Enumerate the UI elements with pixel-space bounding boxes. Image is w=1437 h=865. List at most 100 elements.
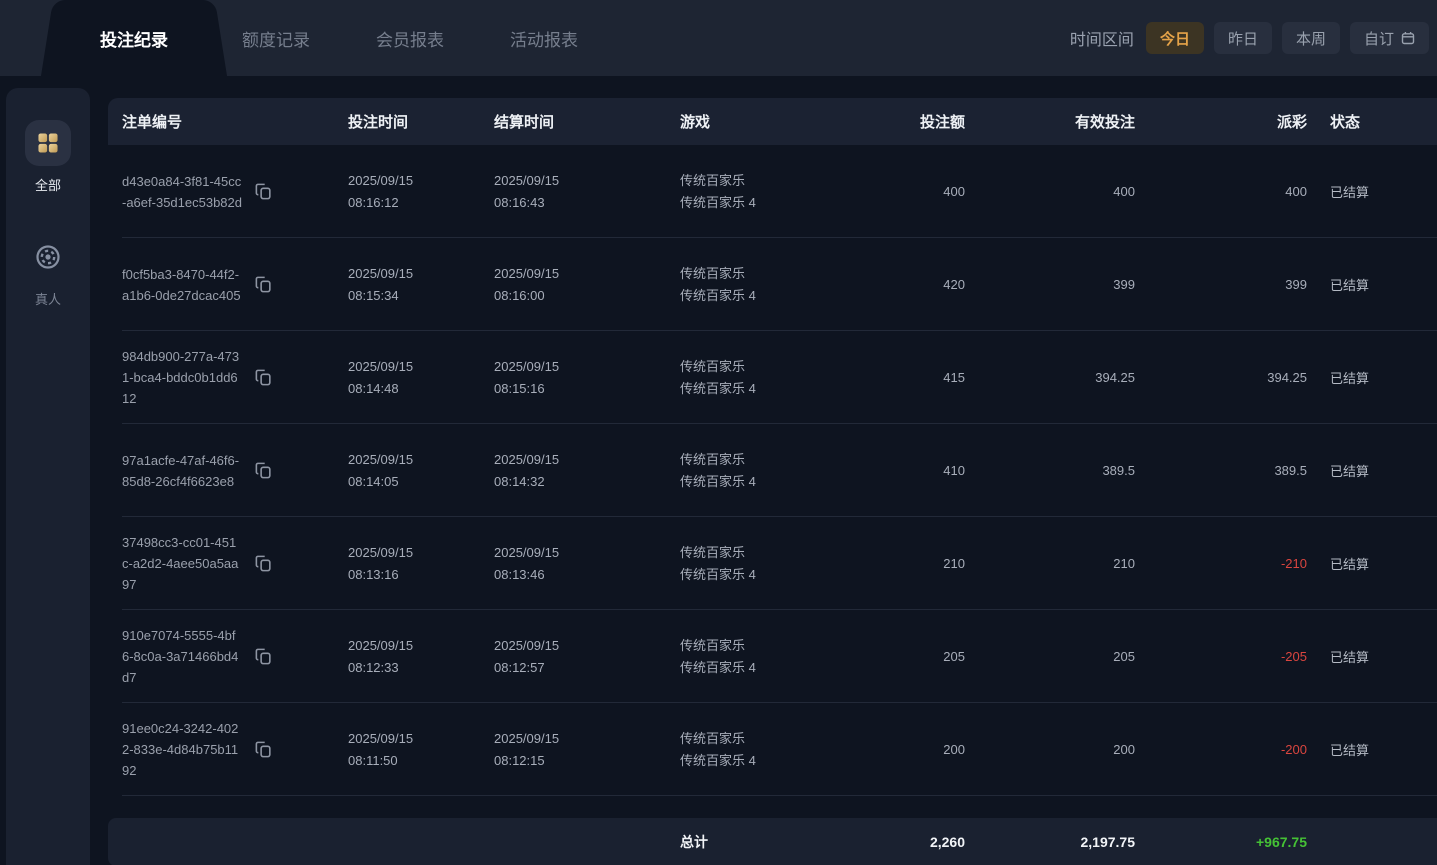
valid-bet: 389.5: [1102, 463, 1135, 478]
table-row: d43e0a84-3f81-45cc-a6ef-35d1ec53b82d 202…: [108, 145, 1437, 238]
copy-icon[interactable]: [254, 554, 273, 573]
order-id: f0cf5ba3-8470-44f2-a1b6-0de27dcac405: [122, 266, 241, 303]
payout: -205: [1280, 649, 1307, 664]
table-row: f0cf5ba3-8470-44f2-a1b6-0de27dcac405 202…: [108, 238, 1437, 331]
status-badge: 已结算: [1330, 743, 1370, 758]
order-id: 91ee0c24-3242-4022-833e-4d84b75b1192: [122, 721, 239, 778]
valid-bet: 400: [1113, 184, 1135, 199]
tab-label: 会员报表: [376, 30, 444, 50]
button-label: 自订: [1363, 30, 1394, 48]
sidebar-item-all[interactable]: 全部: [6, 120, 90, 194]
payout: -200: [1280, 742, 1307, 757]
bet-time: 2025/09/15 08:11:50: [348, 730, 414, 768]
copy-icon[interactable]: [254, 368, 273, 387]
table-row: 37498cc3-cc01-451c-a2d2-4aee50a5aa97 202…: [108, 517, 1437, 610]
time-range-thisweek-button[interactable]: 本周: [1281, 22, 1340, 54]
bet-amount: 400: [943, 184, 965, 199]
copy-icon[interactable]: [254, 182, 273, 201]
time-range-filter: 时间区间 今日 昨日 本周 自订: [1070, 0, 1429, 76]
time-range-today-button[interactable]: 今日: [1145, 22, 1204, 54]
settle-time: 2025/09/15 08:12:15: [494, 730, 560, 768]
sidebar-item-label: 真人: [34, 292, 61, 307]
copy-icon[interactable]: [254, 647, 273, 666]
category-sidebar: 全部 真人: [6, 88, 90, 865]
col-header-valid-bet: 有效投注: [1074, 114, 1135, 131]
button-label: 昨日: [1227, 30, 1258, 48]
time-range-label: 时间区间: [1069, 32, 1134, 49]
table-footer-row: 总计 2,260 2,197.75 +967.75: [108, 818, 1437, 865]
bet-amount: 200: [943, 742, 965, 757]
table-row: 910e7074-5555-4bf6-8c0a-3a71466bd4d7 202…: [108, 610, 1437, 703]
total-bet-amount: 2,260: [929, 834, 965, 850]
table-header-row: 注单编号 投注时间 结算时间 游戏 投注额 有效投注 派彩 状态: [108, 98, 1437, 145]
payout: -210: [1280, 556, 1307, 571]
tab-activity-report[interactable]: 活动报表: [477, 0, 611, 76]
order-id: 910e7074-5555-4bf6-8c0a-3a71466bd4d7: [122, 628, 239, 685]
bet-time: 2025/09/15 08:14:05: [348, 451, 414, 489]
payout: 400: [1285, 184, 1307, 199]
bet-amount: 415: [943, 370, 965, 385]
sidebar-item-label: 全部: [34, 178, 61, 193]
copy-icon[interactable]: [254, 275, 273, 294]
status-badge: 已结算: [1330, 650, 1370, 665]
bet-amount: 205: [943, 649, 965, 664]
total-payout: +967.75: [1256, 834, 1307, 850]
game-name: 传统百家乐 传统百家乐 4: [680, 265, 756, 303]
game-name: 传统百家乐 传统百家乐 4: [680, 637, 756, 675]
bet-time: 2025/09/15 08:16:12: [348, 172, 414, 210]
status-badge: 已结算: [1330, 278, 1370, 293]
bet-time: 2025/09/15 08:14:48: [348, 358, 414, 396]
col-header-game: 游戏: [680, 114, 711, 131]
tab-member-report[interactable]: 会员报表: [343, 0, 477, 76]
copy-icon[interactable]: [254, 740, 273, 759]
game-name: 传统百家乐 传统百家乐 4: [680, 730, 756, 768]
table-row: 97a1acfe-47af-46f6-85d8-26cf4f6623e8 202…: [108, 424, 1437, 517]
bet-amount: 210: [943, 556, 965, 571]
total-label: 总计: [680, 834, 708, 850]
game-name: 传统百家乐 传统百家乐 4: [680, 451, 756, 489]
total-valid-bet: 2,197.75: [1080, 834, 1136, 850]
col-header-status: 状态: [1330, 114, 1361, 131]
status-badge: 已结算: [1330, 464, 1370, 479]
time-range-custom-button[interactable]: 自订: [1349, 22, 1429, 54]
bet-amount: 420: [943, 277, 965, 292]
button-label: 本周: [1295, 30, 1326, 48]
sidebar-item-live[interactable]: 真人: [6, 234, 90, 308]
payout: 389.5: [1274, 463, 1307, 478]
settle-time: 2025/09/15 08:12:57: [494, 637, 560, 675]
order-id: d43e0a84-3f81-45cc-a6ef-35d1ec53b82d: [122, 173, 242, 210]
bet-time: 2025/09/15 08:15:34: [348, 265, 414, 303]
order-id: 97a1acfe-47af-46f6-85d8-26cf4f6623e8: [122, 452, 240, 489]
status-badge: 已结算: [1330, 371, 1370, 386]
tab-quota-records[interactable]: 额度记录: [209, 0, 343, 76]
table-row: 91ee0c24-3242-4022-833e-4d84b75b1192 202…: [108, 703, 1437, 796]
bet-records-table: 注单编号 投注时间 结算时间 游戏 投注额 有效投注 派彩 状态 d43e0a8…: [108, 98, 1437, 865]
order-id: 37498cc3-cc01-451c-a2d2-4aee50a5aa97: [122, 535, 239, 592]
bet-time: 2025/09/15 08:12:33: [348, 637, 414, 675]
tab-bet-records[interactable]: 投注纪录: [59, 0, 209, 76]
settle-time: 2025/09/15 08:15:16: [494, 358, 560, 396]
valid-bet: 394.25: [1095, 370, 1135, 385]
status-badge: 已结算: [1330, 557, 1370, 572]
col-header-bet-time: 投注时间: [348, 114, 409, 131]
col-header-order-id: 注单编号: [122, 114, 183, 131]
bet-time: 2025/09/15 08:13:16: [348, 544, 414, 582]
tab-label: 投注纪录: [100, 30, 168, 50]
order-id: 984db900-277a-4731-bca4-bddc0b1dd612: [122, 349, 240, 406]
settle-time: 2025/09/15 08:16:00: [494, 265, 560, 303]
time-range-yesterday-button[interactable]: 昨日: [1213, 22, 1272, 54]
payout: 394.25: [1267, 370, 1307, 385]
valid-bet: 210: [1113, 556, 1135, 571]
tab-label: 额度记录: [242, 30, 310, 50]
valid-bet: 200: [1113, 742, 1135, 757]
settle-time: 2025/09/15 08:16:43: [494, 172, 560, 210]
table-body: d43e0a84-3f81-45cc-a6ef-35d1ec53b82d 202…: [108, 145, 1437, 796]
game-name: 传统百家乐 传统百家乐 4: [680, 544, 756, 582]
col-header-payout: 派彩: [1276, 114, 1307, 131]
calendar-icon: [1401, 31, 1415, 45]
button-label: 今日: [1159, 30, 1190, 48]
valid-bet: 205: [1113, 649, 1135, 664]
bet-amount: 410: [943, 463, 965, 478]
col-header-bet-amount: 投注额: [919, 114, 965, 131]
copy-icon[interactable]: [254, 461, 273, 480]
